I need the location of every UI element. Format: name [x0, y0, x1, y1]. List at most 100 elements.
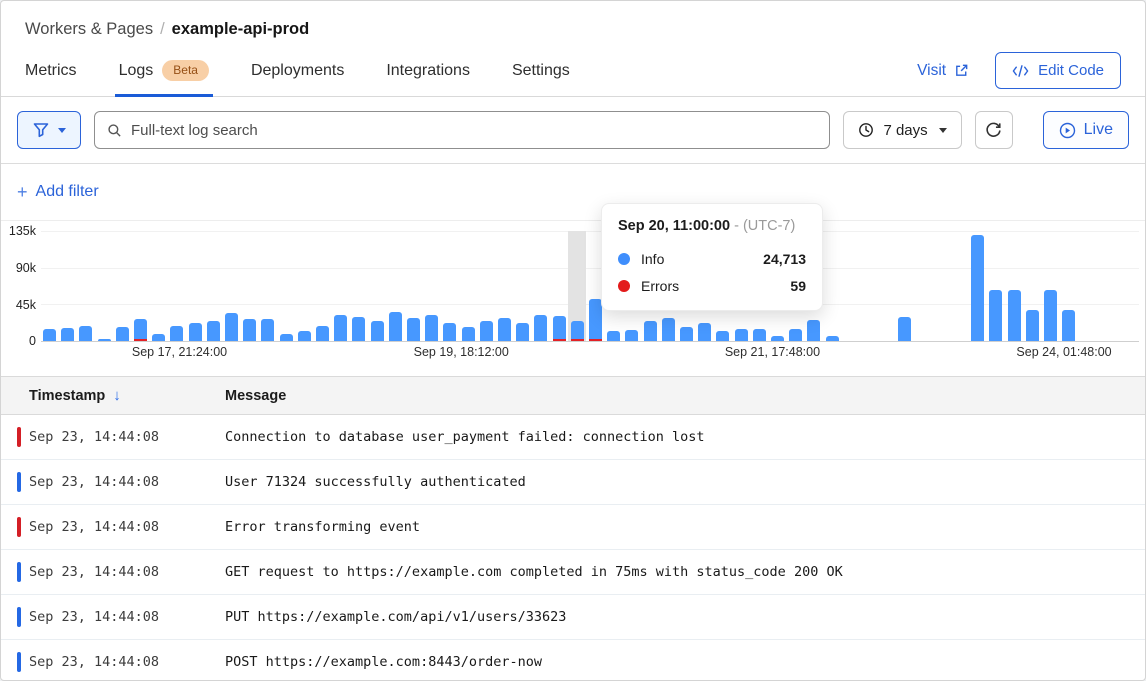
tooltip-series-row: Info 24,713: [618, 251, 806, 267]
chart-bar[interactable]: [789, 328, 803, 341]
chart-bar[interactable]: [661, 318, 675, 341]
tab-settings[interactable]: Settings: [512, 45, 570, 96]
chart-bar[interactable]: [425, 314, 439, 341]
chart-bar[interactable]: [279, 333, 293, 341]
bar-info-segment: [680, 327, 693, 341]
search-input[interactable]: [131, 121, 818, 139]
chart-bar[interactable]: [479, 320, 493, 341]
chart-bar[interactable]: [206, 321, 220, 341]
chart-bar[interactable]: [388, 311, 402, 341]
tab-logs[interactable]: Logs Beta: [114, 45, 214, 97]
chart-bar[interactable]: [625, 330, 639, 341]
table-row[interactable]: Sep 23, 14:44:08 User 71324 successfully …: [1, 460, 1145, 505]
chart-bar[interactable]: [188, 323, 202, 341]
chart-bar[interactable]: [61, 327, 75, 341]
chart-bar[interactable]: [516, 323, 530, 341]
time-range-dropdown[interactable]: 7 days: [843, 111, 962, 149]
chart-bar[interactable]: [771, 336, 784, 341]
chart-bar[interactable]: [261, 319, 275, 341]
bar-info-segment: [297, 331, 311, 341]
sort-desc-icon[interactable]: ↓: [113, 387, 121, 404]
live-label: Live: [1083, 121, 1113, 138]
chart-bar[interactable]: [643, 320, 657, 341]
chart-bar[interactable]: [152, 334, 166, 341]
chart-bar[interactable]: [243, 319, 257, 341]
chart-bar[interactable]: [698, 323, 712, 341]
chart-bar[interactable]: [443, 323, 457, 341]
chart-bar[interactable]: [534, 314, 548, 341]
chart-bar[interactable]: [825, 336, 839, 341]
bar-info-segment: [589, 298, 602, 339]
chart-bar[interactable]: [570, 320, 584, 341]
visit-link[interactable]: Visit: [917, 62, 969, 80]
chart-bar[interactable]: [134, 319, 147, 341]
chart-bar[interactable]: [552, 316, 566, 341]
bar-info-segment: [625, 330, 639, 341]
chevron-down-icon: [57, 127, 66, 133]
tab-deployments[interactable]: Deployments: [251, 45, 344, 96]
search-box[interactable]: [94, 111, 831, 149]
breadcrumb-parent[interactable]: Workers & Pages: [25, 20, 154, 38]
chart-bar[interactable]: [352, 317, 366, 341]
chart-bar[interactable]: [752, 328, 766, 341]
chart-bar[interactable]: [589, 298, 602, 341]
tooltip-timezone: - (UTC-7): [734, 218, 796, 234]
chart-bar[interactable]: [79, 325, 93, 341]
bar-info-segment: [698, 323, 712, 341]
chart-bar[interactable]: [170, 325, 184, 341]
table-row[interactable]: Sep 23, 14:44:08 Connection to database u…: [1, 415, 1145, 460]
chart-bar[interactable]: [1062, 310, 1076, 341]
y-axis-tick: 90k: [15, 261, 36, 275]
table-body: Sep 23, 14:44:08 Connection to database u…: [1, 415, 1145, 680]
chart-bar[interactable]: [97, 338, 111, 341]
header-actions: Visit Edit Code: [917, 45, 1121, 96]
chart-bar[interactable]: [43, 328, 56, 341]
bar-info-segment: [716, 331, 730, 341]
chart-bar[interactable]: [1007, 289, 1021, 341]
bar-info-segment: [498, 318, 511, 341]
chart-bar[interactable]: [734, 328, 748, 341]
chart-bar[interactable]: [115, 327, 129, 341]
live-button[interactable]: Live: [1042, 111, 1129, 149]
chart-bar[interactable]: [498, 318, 511, 341]
add-filter-button[interactable]: + Add filter: [17, 182, 99, 203]
chart-bar[interactable]: [407, 318, 420, 341]
bar-info-segment: [407, 318, 420, 341]
info-severity-marker: [17, 652, 21, 672]
chart-bar[interactable]: [225, 313, 238, 341]
chart-bar[interactable]: [1044, 290, 1057, 341]
tooltip-time: Sep 20, 11:00:00: [618, 218, 731, 234]
table-row[interactable]: Sep 23, 14:44:08 Error transforming event: [1, 505, 1145, 550]
error-severity-marker: [17, 517, 21, 537]
chart-bar[interactable]: [989, 289, 1003, 341]
chart-bar[interactable]: [370, 321, 384, 341]
chart-bar[interactable]: [297, 331, 311, 341]
tooltip-series-value: 59: [790, 278, 806, 294]
chart-bar[interactable]: [334, 314, 348, 341]
chart-bar[interactable]: [716, 331, 730, 341]
chart-bar[interactable]: [898, 316, 912, 341]
tab-metrics[interactable]: Metrics: [25, 45, 77, 96]
breadcrumb-separator: /: [160, 20, 165, 38]
bar-info-segment: [152, 334, 166, 341]
column-header-timestamp[interactable]: Timestamp ↓: [29, 387, 225, 404]
info-severity-marker: [17, 607, 21, 627]
chart-bar[interactable]: [680, 327, 693, 341]
bar-info-segment: [443, 323, 457, 341]
chart-bar[interactable]: [607, 331, 621, 341]
chart-bar[interactable]: [971, 235, 985, 341]
chart-bar[interactable]: [316, 326, 329, 341]
tab-integrations[interactable]: Integrations: [386, 45, 470, 96]
chart-bar[interactable]: [1025, 310, 1039, 341]
chart-bar[interactable]: [461, 327, 475, 341]
table-row[interactable]: Sep 23, 14:44:08 POST https://example.com…: [1, 640, 1145, 680]
bar-error-segment: [589, 339, 602, 341]
table-row[interactable]: Sep 23, 14:44:08 PUT https://example.com/…: [1, 595, 1145, 640]
table-header: Timestamp ↓ Message: [1, 376, 1145, 415]
filter-dropdown-button[interactable]: [17, 111, 81, 149]
edit-code-button[interactable]: Edit Code: [995, 52, 1121, 89]
chart-bar[interactable]: [807, 319, 821, 341]
refresh-button[interactable]: [974, 111, 1013, 149]
table-row[interactable]: Sep 23, 14:44:08 GET request to https://e…: [1, 550, 1145, 595]
